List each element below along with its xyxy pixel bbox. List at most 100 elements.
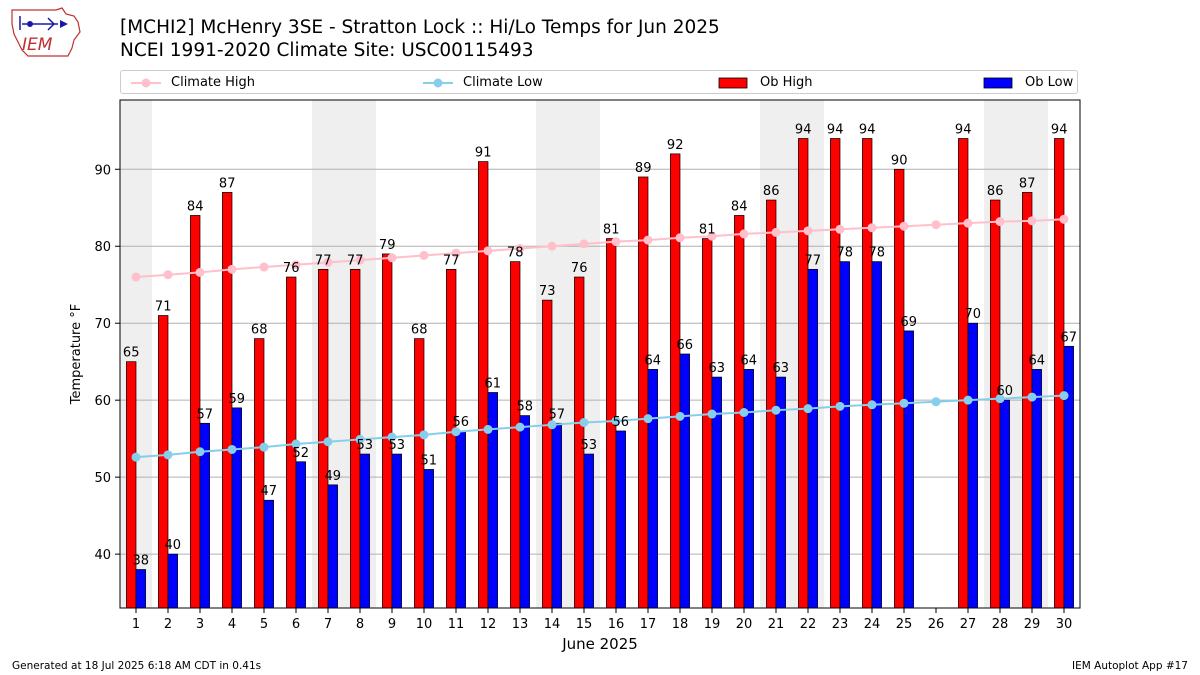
label-ob-high-day-16: 81 — [603, 223, 620, 238]
label-ob-low-day-17: 64 — [645, 353, 662, 368]
bar-ob-high-day-27 — [958, 138, 969, 609]
point-climate-high-day-16 — [611, 237, 621, 247]
x-tick-label-16: 16 — [608, 617, 625, 632]
gridlines — [120, 168, 1080, 555]
point-climate-high-day-20 — [739, 229, 749, 239]
y-tick-label-40: 40 — [94, 548, 111, 563]
point-climate-high-day-18 — [675, 233, 685, 243]
label-ob-low-day-12: 61 — [485, 376, 502, 391]
bar-ob-low-day-14 — [551, 422, 562, 609]
label-ob-low-day-21: 63 — [773, 361, 790, 376]
point-climate-high-day-26 — [931, 220, 941, 230]
point-climate-low-day-12 — [483, 424, 493, 434]
footer-generated: Generated at 18 Jul 2025 6:18 AM CDT in … — [12, 660, 262, 672]
label-ob-high-day-12: 91 — [475, 146, 492, 161]
x-tick-label-5: 5 — [260, 617, 268, 632]
point-climate-low-day-19 — [707, 409, 717, 419]
legend-label-climate-low: Climate Low — [463, 75, 543, 90]
bar-ob-low-day-25 — [903, 330, 914, 609]
point-climate-high-day-30 — [1059, 214, 1069, 224]
x-tick-label-17: 17 — [640, 617, 657, 632]
point-climate-high-day-2 — [163, 270, 173, 280]
logo-text: IEM — [22, 35, 53, 55]
point-climate-low-day-22 — [803, 404, 813, 414]
label-ob-high-day-20: 84 — [731, 199, 748, 214]
bar-ob-high-day-30 — [1054, 138, 1065, 609]
label-ob-high-day-8: 77 — [347, 253, 364, 268]
point-climate-low-day-18 — [675, 411, 685, 421]
point-climate-high-day-5 — [259, 262, 269, 272]
label-ob-high-day-4: 87 — [219, 176, 236, 191]
line-climate-low — [135, 394, 1065, 459]
label-ob-low-day-27: 70 — [965, 307, 982, 322]
bar-ob-low-day-7 — [327, 484, 338, 609]
bar-ob-high-day-2 — [158, 315, 169, 609]
bar-ob-low-day-12 — [487, 392, 498, 609]
point-climate-low-day-3 — [195, 447, 205, 457]
iem-logo: IEM — [11, 7, 81, 57]
legend-label-ob-low: Ob Low — [1025, 75, 1074, 90]
y-tick-label-60: 60 — [94, 394, 111, 409]
point-climate-low-day-26 — [931, 397, 941, 407]
bar-ob-high-day-18 — [670, 153, 681, 609]
label-ob-high-day-5: 68 — [251, 323, 268, 338]
bar-ob-high-day-28 — [990, 199, 1001, 609]
point-climate-high-day-1 — [131, 272, 141, 282]
point-climate-low-day-16 — [611, 416, 621, 426]
point-climate-high-day-10 — [419, 250, 429, 260]
label-ob-high-day-21: 86 — [763, 184, 780, 199]
plot-frame — [119, 99, 1081, 609]
point-climate-low-day-24 — [867, 400, 877, 410]
point-climate-high-day-11 — [451, 248, 461, 258]
label-ob-high-day-28: 86 — [987, 184, 1004, 199]
x-tick-label-2: 2 — [164, 617, 172, 632]
x-tick-label-11: 11 — [448, 617, 465, 632]
label-ob-low-day-3: 57 — [197, 407, 214, 422]
label-ob-low-day-24: 78 — [869, 246, 886, 261]
x-tick-label-12: 12 — [480, 617, 497, 632]
bar-ob-low-day-22 — [807, 268, 818, 609]
bar-ob-low-day-8 — [359, 453, 370, 609]
bar-ob-low-day-5 — [263, 499, 274, 609]
x-tick-label-15: 15 — [576, 617, 593, 632]
label-ob-low-day-13: 58 — [517, 400, 534, 415]
label-ob-high-day-6: 76 — [283, 261, 300, 276]
label-ob-high-day-15: 76 — [571, 261, 588, 276]
label-ob-low-day-8: 53 — [357, 438, 374, 453]
point-climate-high-day-21 — [771, 227, 781, 237]
point-climate-low-day-9 — [387, 432, 397, 442]
label-ob-low-day-6: 52 — [293, 446, 310, 461]
label-ob-high-day-19: 81 — [699, 223, 716, 238]
legend-swatch-ob-low — [983, 77, 1013, 89]
point-climate-low-day-20 — [739, 407, 749, 417]
bar-ob-low-day-24 — [871, 261, 882, 609]
label-ob-high-day-17: 89 — [635, 161, 652, 176]
label-ob-low-day-14: 57 — [549, 407, 566, 422]
bar-ob-low-day-27 — [967, 322, 978, 609]
bar-ob-high-day-21 — [766, 199, 777, 609]
bar-ob-high-day-9 — [382, 253, 393, 609]
footer-app: IEM Autoplot App #17 — [1072, 660, 1188, 672]
point-climate-low-day-17 — [643, 414, 653, 424]
label-ob-low-day-4: 59 — [229, 392, 246, 407]
point-climate-low-day-13 — [515, 422, 525, 432]
bar-ob-high-day-22 — [798, 138, 809, 609]
label-ob-low-day-25: 69 — [901, 315, 918, 330]
bar-ob-low-day-28 — [999, 399, 1010, 609]
x-tick-label-8: 8 — [356, 617, 364, 632]
point-climate-low-day-21 — [771, 405, 781, 415]
point-climate-low-day-27 — [963, 395, 973, 405]
legend: Climate High Climate Low Ob High Ob Low — [120, 70, 1078, 94]
bar-ob-high-day-19 — [702, 238, 713, 609]
bar-ob-low-day-13 — [519, 415, 530, 609]
x-tick-label-27: 27 — [960, 617, 977, 632]
y-axis-label: Temperature °F — [69, 304, 84, 405]
bar-ob-low-day-2 — [167, 553, 178, 609]
bar-ob-low-day-16 — [615, 430, 626, 609]
x-tick-label-21: 21 — [768, 617, 785, 632]
label-ob-low-day-5: 47 — [261, 484, 278, 499]
label-ob-low-day-19: 63 — [709, 361, 726, 376]
label-ob-low-day-22: 77 — [805, 253, 822, 268]
